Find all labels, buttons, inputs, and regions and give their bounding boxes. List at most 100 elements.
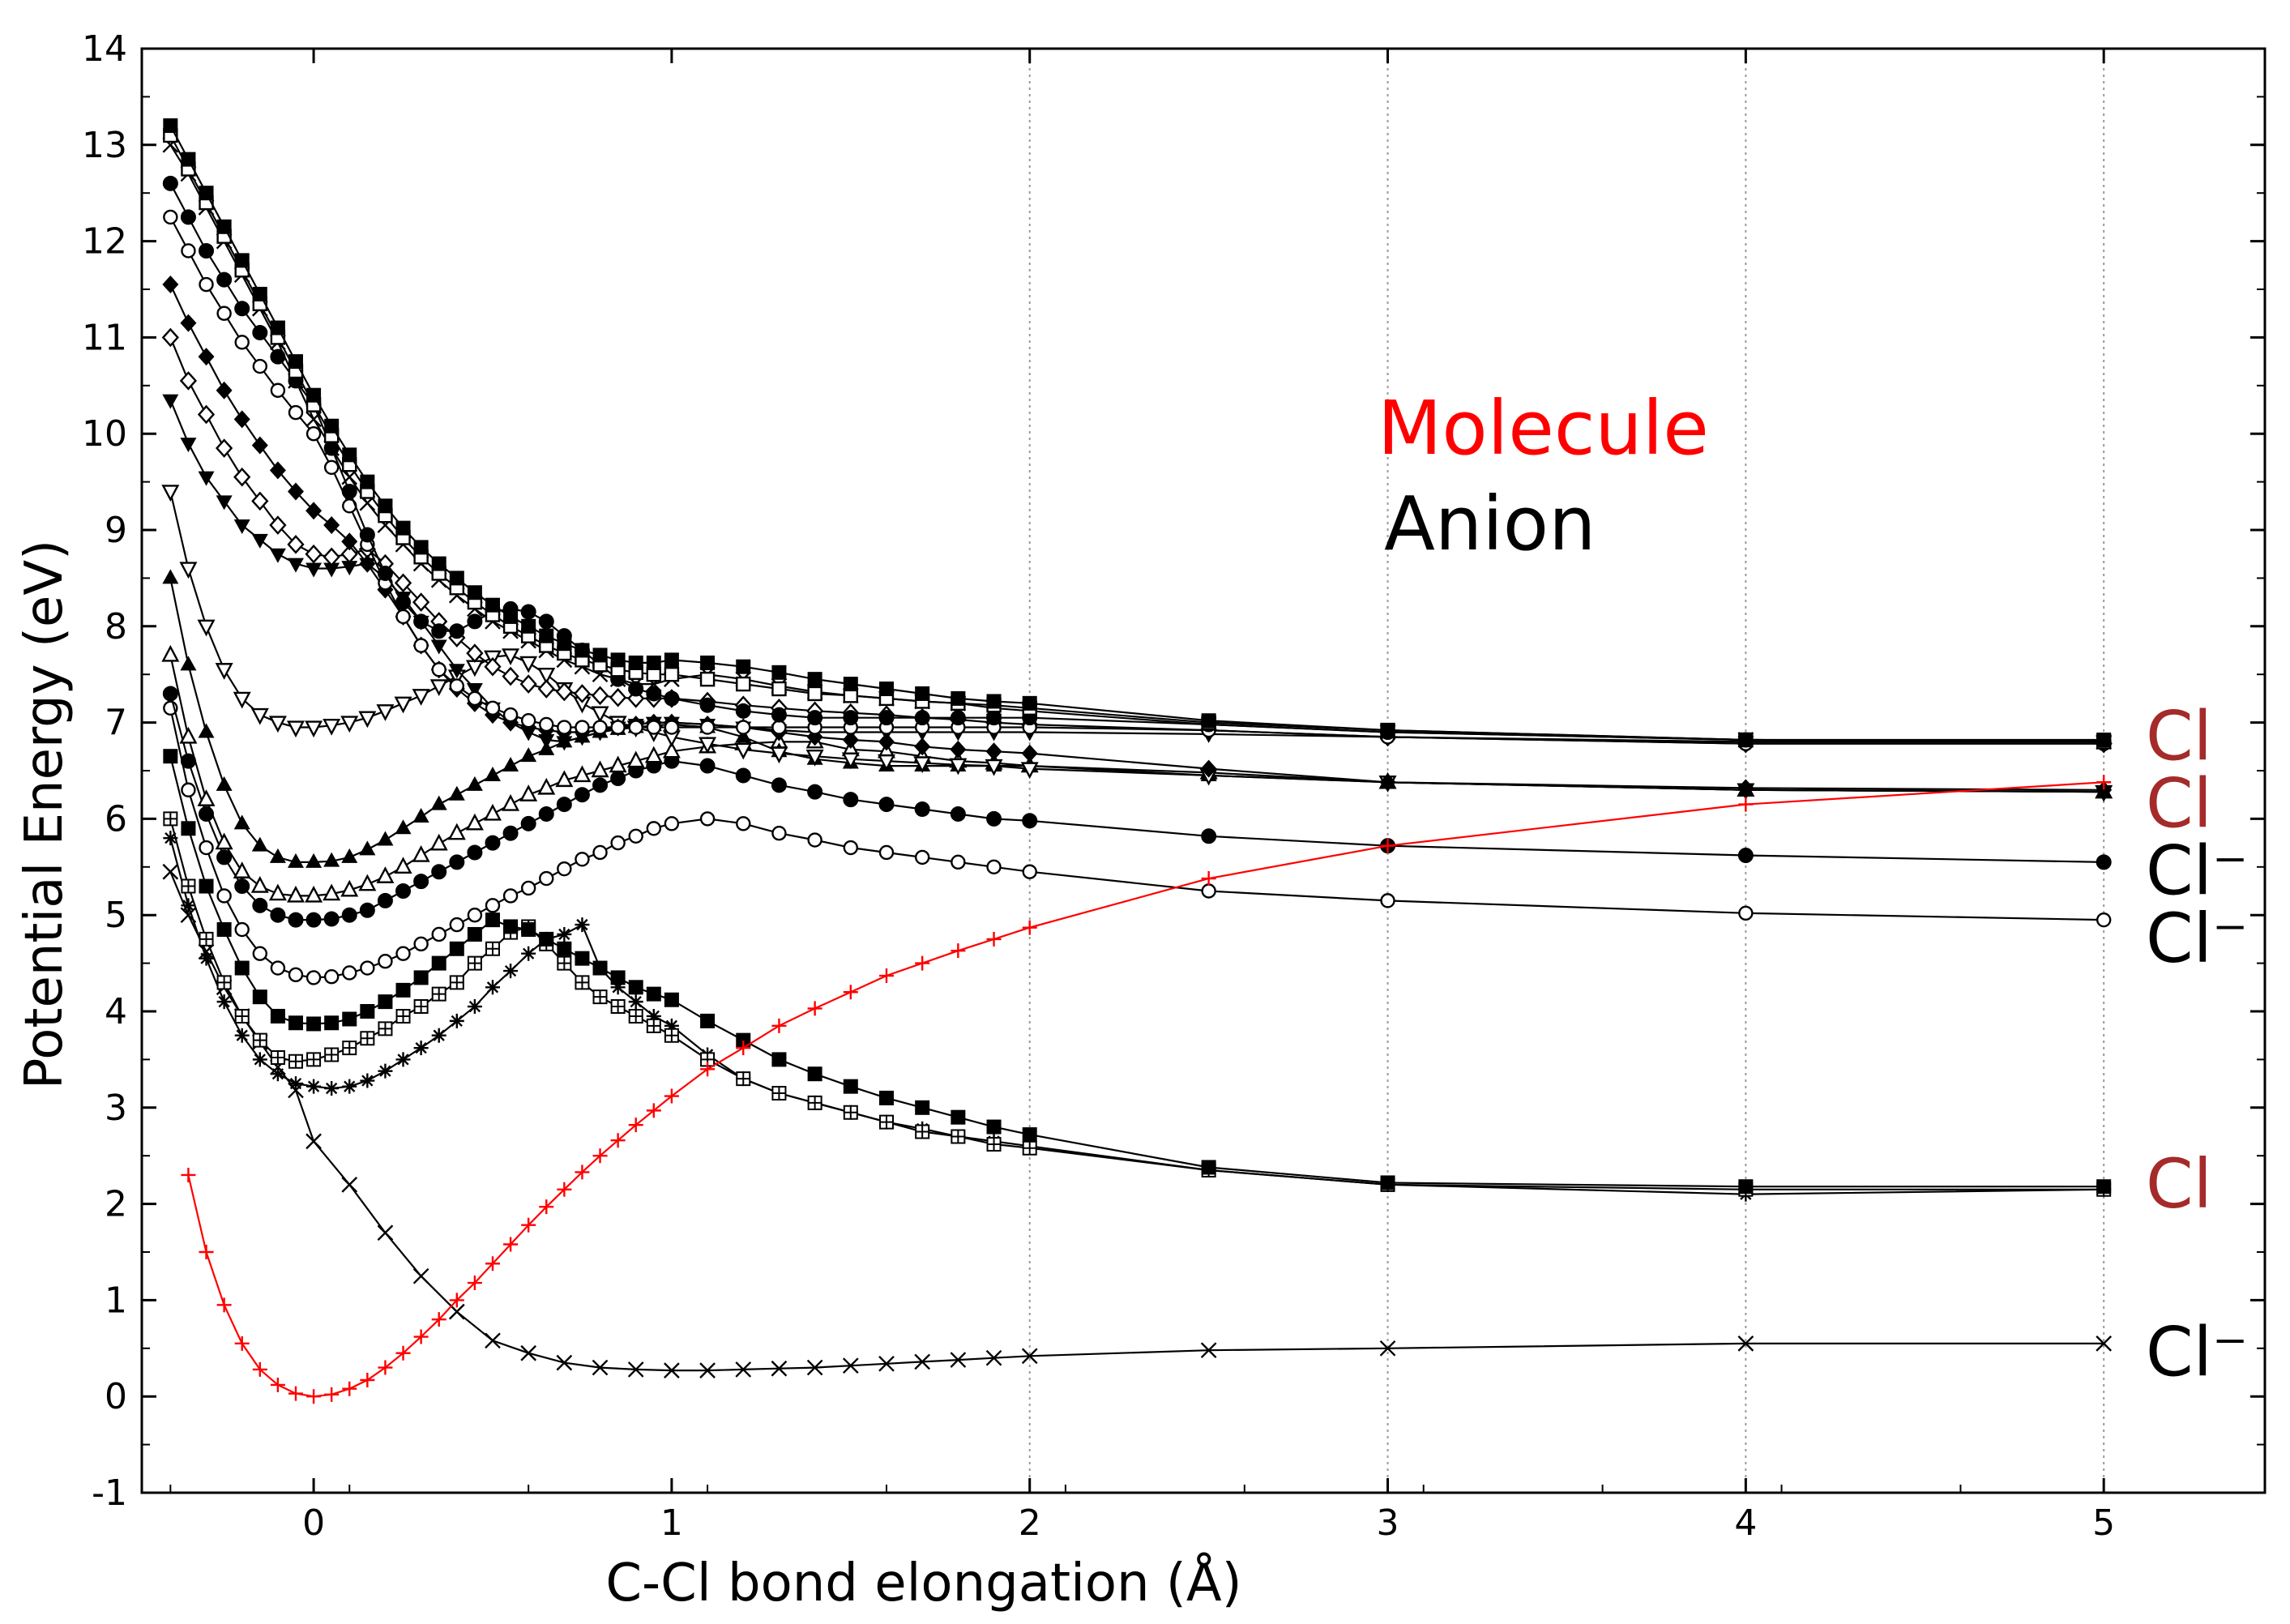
data-point bbox=[252, 1361, 267, 1377]
data-point bbox=[413, 638, 429, 653]
data-point bbox=[843, 1105, 858, 1120]
data-point bbox=[878, 1355, 895, 1372]
data-point bbox=[268, 883, 287, 901]
data-point bbox=[610, 652, 626, 668]
data-point bbox=[502, 757, 519, 772]
data-point bbox=[288, 1053, 303, 1069]
data-point bbox=[626, 750, 645, 768]
data-point bbox=[359, 840, 376, 856]
data-point bbox=[628, 1008, 643, 1024]
data-point bbox=[644, 746, 663, 763]
data-point bbox=[394, 696, 412, 714]
data-point bbox=[215, 832, 233, 850]
data-point bbox=[1020, 762, 1039, 780]
data-point bbox=[646, 1008, 661, 1024]
data-point bbox=[503, 964, 519, 979]
data-point bbox=[360, 474, 375, 489]
data-point bbox=[199, 242, 215, 259]
data-point bbox=[286, 885, 305, 903]
data-point bbox=[807, 672, 822, 687]
data-point bbox=[843, 792, 859, 808]
data-point bbox=[252, 897, 268, 913]
data-point bbox=[1022, 920, 1037, 935]
data-point bbox=[199, 931, 214, 947]
data-point bbox=[162, 569, 179, 584]
data-point bbox=[181, 243, 196, 259]
data-point bbox=[986, 1136, 1002, 1152]
data-point bbox=[341, 907, 357, 923]
data-point bbox=[842, 730, 859, 749]
y-tick-label: 10 bbox=[82, 413, 127, 455]
data-point bbox=[233, 519, 250, 535]
data-point bbox=[306, 1016, 322, 1032]
data-point bbox=[771, 1018, 787, 1033]
data-point bbox=[360, 1004, 375, 1019]
data-point bbox=[538, 806, 554, 822]
data-point bbox=[467, 999, 482, 1015]
data-point bbox=[628, 1118, 643, 1133]
data-point bbox=[807, 1066, 822, 1082]
data-point bbox=[197, 619, 216, 637]
data-point bbox=[431, 623, 447, 639]
series-anion-5 bbox=[163, 700, 2112, 985]
data-point bbox=[483, 803, 502, 821]
data-point bbox=[1022, 1140, 1037, 1156]
data-point bbox=[199, 276, 214, 293]
data-point bbox=[216, 438, 233, 458]
data-point bbox=[305, 544, 323, 564]
data-point bbox=[878, 1090, 894, 1105]
data-point bbox=[521, 946, 536, 961]
data-point bbox=[162, 175, 178, 191]
data-point bbox=[163, 831, 178, 846]
data-point bbox=[592, 777, 609, 793]
data-point bbox=[878, 844, 895, 861]
data-point bbox=[340, 879, 359, 897]
data-point bbox=[162, 276, 179, 294]
data-point bbox=[180, 656, 197, 671]
data-point bbox=[985, 1349, 1002, 1366]
data-point bbox=[431, 556, 446, 571]
data-point bbox=[252, 1052, 267, 1067]
data-point bbox=[287, 558, 304, 573]
data-point bbox=[181, 898, 196, 913]
data-point bbox=[842, 1357, 859, 1374]
data-point bbox=[575, 1165, 590, 1180]
data-point bbox=[233, 410, 250, 429]
data-point bbox=[878, 733, 895, 751]
data-point bbox=[628, 994, 643, 1010]
data-point bbox=[609, 755, 627, 773]
data-point bbox=[323, 516, 340, 535]
series-anion-17 bbox=[163, 118, 2112, 747]
data-point bbox=[519, 674, 537, 694]
data-point bbox=[805, 749, 824, 767]
data-point bbox=[700, 1052, 716, 1067]
data-point bbox=[378, 1360, 393, 1375]
data-point bbox=[341, 1176, 358, 1193]
data-point bbox=[431, 986, 446, 1002]
data-point bbox=[323, 562, 340, 578]
y-tick-label: -1 bbox=[92, 1472, 127, 1514]
data-point bbox=[557, 926, 572, 942]
data-point bbox=[179, 371, 198, 391]
data-point bbox=[288, 967, 304, 983]
data-point bbox=[646, 1103, 661, 1118]
data-point bbox=[394, 573, 412, 593]
data-point bbox=[413, 874, 429, 890]
data-point bbox=[431, 1312, 446, 1327]
data-point bbox=[163, 209, 178, 225]
x-tick-label: 5 bbox=[2092, 1502, 2115, 1544]
data-point bbox=[985, 742, 1002, 761]
data-point bbox=[449, 917, 465, 933]
data-point bbox=[2096, 775, 2112, 790]
data-point bbox=[1380, 1175, 1395, 1190]
data-point bbox=[806, 1359, 823, 1376]
x-tick-label: 4 bbox=[1734, 1502, 1757, 1544]
data-point bbox=[807, 1001, 822, 1016]
data-point bbox=[628, 720, 643, 735]
data-point bbox=[951, 943, 966, 959]
data-point bbox=[519, 784, 538, 801]
data-point bbox=[735, 767, 751, 784]
data-point bbox=[628, 655, 643, 670]
data-point bbox=[377, 831, 394, 846]
